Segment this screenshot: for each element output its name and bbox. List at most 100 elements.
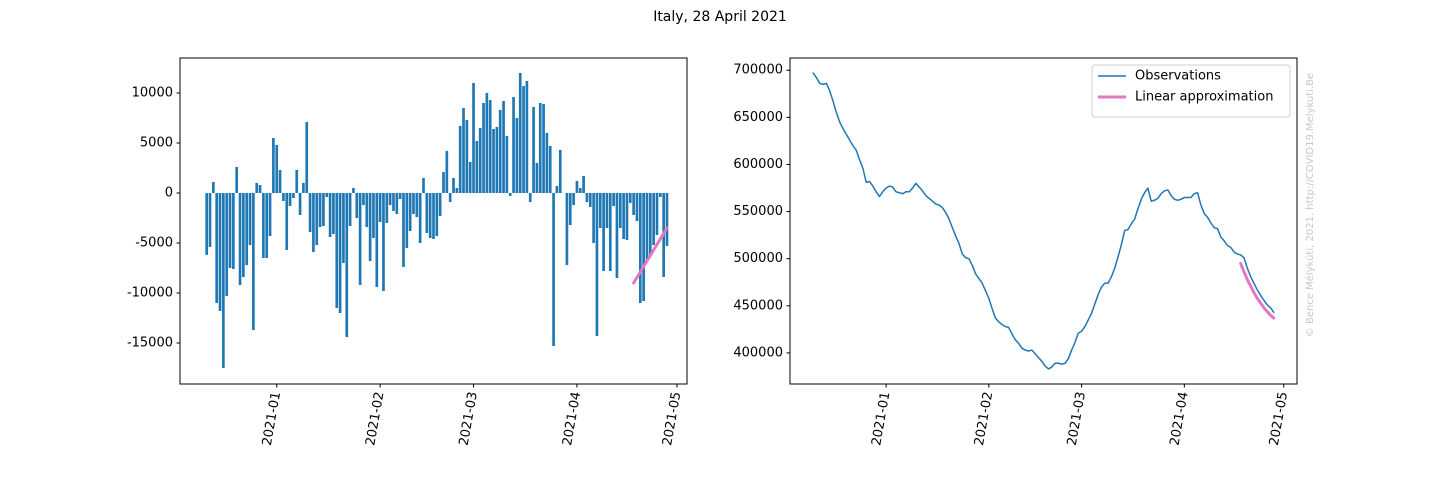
bar — [215, 193, 219, 303]
bar — [558, 150, 562, 193]
bar — [392, 193, 395, 211]
bar — [495, 127, 499, 193]
bar — [362, 193, 365, 205]
bar — [238, 193, 242, 285]
bar — [212, 182, 215, 193]
bar — [595, 193, 599, 336]
bar — [285, 193, 289, 250]
watermark: © Bence Mélykúti, 2021. http://COVID19.M… — [1304, 73, 1316, 337]
bar — [298, 193, 302, 215]
bar — [258, 185, 262, 193]
bar — [655, 193, 659, 235]
bar — [222, 193, 225, 368]
bar — [278, 170, 282, 193]
y-tick-label: 400000 — [733, 345, 783, 360]
bar — [315, 193, 319, 245]
y-tick-label: 600000 — [733, 157, 783, 172]
bar — [532, 107, 535, 193]
bar — [542, 104, 545, 193]
y-tick-label: 10000 — [132, 86, 173, 101]
bar — [615, 193, 619, 278]
y-tick-label: -15000 — [127, 336, 173, 351]
bar — [338, 193, 342, 313]
bar — [462, 108, 465, 193]
bar — [445, 151, 449, 193]
bar — [578, 188, 582, 193]
bar — [232, 193, 235, 269]
bar — [548, 146, 552, 193]
bar — [502, 101, 505, 193]
bar — [302, 183, 305, 193]
bar — [465, 120, 469, 193]
axes-frame — [179, 57, 688, 385]
bar — [328, 193, 332, 237]
bar — [382, 193, 385, 291]
bar — [565, 193, 569, 265]
bar — [632, 193, 635, 215]
bar — [375, 193, 379, 287]
bar — [468, 162, 472, 193]
bar — [428, 193, 432, 238]
bar — [235, 167, 239, 193]
bar — [585, 193, 589, 202]
bar — [348, 193, 352, 226]
bar — [358, 193, 362, 285]
bar — [282, 193, 285, 201]
bar — [518, 73, 522, 193]
bar — [642, 193, 645, 301]
bar — [605, 193, 609, 228]
legend-box — [1091, 64, 1291, 118]
line — [1239, 261, 1276, 320]
bar — [575, 181, 579, 193]
bar — [252, 193, 255, 330]
bar — [488, 100, 492, 193]
bar — [388, 193, 392, 205]
y-tick-label: -10000 — [127, 286, 173, 301]
bar — [345, 193, 349, 337]
bar — [415, 193, 419, 217]
bar — [418, 193, 422, 243]
line — [632, 226, 669, 285]
bar — [395, 193, 399, 214]
bar — [658, 193, 662, 197]
y-tick-label: 550000 — [733, 204, 783, 219]
bar — [505, 136, 509, 193]
bar — [555, 186, 559, 193]
bar — [448, 193, 452, 202]
bar — [402, 193, 405, 267]
bar — [435, 193, 439, 236]
bar — [308, 193, 312, 232]
bar — [265, 193, 269, 258]
bar — [408, 193, 412, 231]
bar — [242, 193, 245, 277]
bar — [412, 193, 415, 214]
bar — [552, 193, 555, 346]
bar — [582, 176, 585, 193]
bar — [385, 193, 389, 223]
bar — [378, 193, 382, 222]
bar — [398, 193, 402, 199]
bar — [268, 193, 272, 236]
bar — [405, 193, 409, 248]
bar — [218, 193, 222, 311]
bar — [325, 193, 329, 197]
bar — [318, 193, 322, 227]
bar — [312, 193, 315, 252]
legend-label: Observations — [1135, 69, 1221, 84]
bar — [568, 193, 572, 225]
bar — [652, 193, 655, 245]
bar — [262, 193, 265, 258]
bar — [295, 170, 299, 193]
bar — [485, 93, 489, 193]
bar — [372, 193, 375, 238]
bar — [588, 193, 592, 207]
bar — [608, 193, 612, 271]
y-tick-label: 5000 — [140, 136, 173, 151]
bar — [442, 172, 445, 193]
bar — [525, 81, 529, 193]
bar — [528, 193, 532, 202]
bar — [365, 193, 369, 227]
bar — [422, 178, 425, 193]
bar — [598, 193, 602, 228]
